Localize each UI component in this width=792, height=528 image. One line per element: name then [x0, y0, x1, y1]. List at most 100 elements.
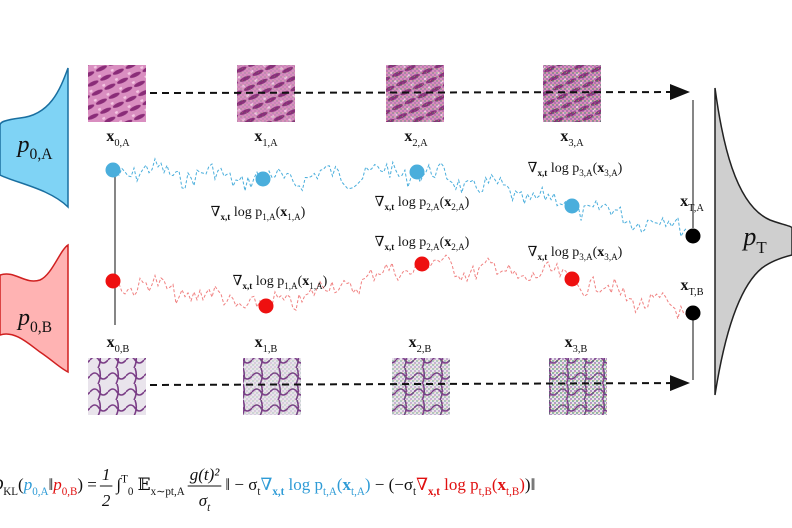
math-part: − (−σ	[371, 475, 414, 494]
math-label: ‖ − σt∇x,t log pt,A(xt,A) − (−σt∇x,t log…	[225, 475, 535, 498]
math-part: x	[106, 128, 114, 145]
math-part: D	[0, 475, 4, 494]
state-dot-b	[414, 256, 430, 272]
math-part: 1,A	[287, 212, 301, 222]
math-part: 2,B	[417, 344, 432, 355]
math-part: p	[52, 475, 62, 494]
math-part: 1,A	[262, 138, 278, 149]
math-label: xT,B	[680, 277, 703, 298]
math-part: x,t	[384, 242, 394, 252]
math-part: p	[23, 475, 33, 494]
end-dot	[685, 305, 701, 321]
math-part: 0,A	[114, 138, 130, 149]
math-label: ∇x,t log p3,A(x3,A)	[528, 161, 623, 178]
equation: DKL(p0,A‖p0,B) = 12∫T0 𝔼x∼pt,Ag(t)²σt‖ −…	[0, 465, 535, 514]
math-part: ‖ − σ	[225, 475, 257, 494]
math-part: log p	[284, 475, 323, 494]
math-part: x	[302, 274, 309, 289]
math-part: t	[413, 486, 416, 498]
frac-sub: t	[207, 502, 211, 514]
math-part: ∇	[375, 235, 385, 250]
math-part: 3,A	[568, 138, 584, 149]
math-label: x0,B	[107, 334, 130, 355]
math-part: 0,A	[32, 486, 48, 498]
math-part: )	[618, 245, 623, 260]
math-part: x,t	[537, 252, 547, 262]
math-part: ∇	[416, 475, 428, 494]
math-part: x,t	[537, 168, 547, 178]
math-label: ∇x,t log p3,A(x3,A)	[528, 245, 623, 262]
math-part: t,A	[323, 486, 337, 498]
math-part: 3,B	[573, 344, 588, 355]
math-label: ∇x,t log p1,A(x1,A)	[233, 274, 328, 291]
math-part: (	[440, 195, 445, 210]
state-dot-b	[105, 273, 121, 289]
math-label: DKL(p0,A‖p0,B) =	[0, 475, 97, 498]
math-label: x0,A	[106, 128, 130, 149]
math-part: x	[254, 128, 262, 145]
dist-b	[0, 243, 69, 374]
math-label: x3,A	[560, 128, 584, 149]
math-part: (	[492, 475, 498, 494]
math-part: (	[18, 475, 24, 494]
math-part: x	[498, 475, 507, 494]
math-label: x1,A	[254, 128, 278, 149]
dist-a	[0, 67, 69, 209]
math-part: 2,A	[426, 242, 440, 252]
math-part: log p	[440, 475, 479, 494]
math-part: ∇	[528, 161, 538, 176]
math-part: x	[255, 334, 263, 351]
math-part: (	[337, 475, 343, 494]
math-part: ∇	[375, 195, 385, 210]
math-part: log p	[394, 235, 426, 250]
math-part: ∇	[528, 245, 538, 260]
math-part: p	[16, 305, 30, 331]
math-part: 1,A	[262, 212, 276, 222]
math-part: ‖	[48, 475, 53, 494]
math-part: 3,A	[579, 252, 593, 262]
math-part: x	[444, 195, 451, 210]
math-part: 0,B	[115, 344, 130, 355]
math-part: t	[257, 486, 260, 498]
image	[88, 65, 146, 122]
state-dot-b	[564, 271, 580, 287]
state-dot-a	[105, 162, 121, 178]
image	[88, 358, 146, 415]
math-label: pT	[741, 222, 767, 257]
math-part: )	[365, 475, 371, 494]
math-part: ∇	[233, 274, 243, 289]
math-part: 0,B	[30, 319, 52, 336]
math-part: ∫	[115, 475, 122, 495]
state-dot-b	[258, 298, 274, 314]
state-dot-a	[255, 171, 271, 187]
math-part: x∼p	[151, 486, 172, 498]
math-part: ) =	[77, 475, 97, 494]
math-part: )‖	[525, 475, 535, 494]
math-label: x1,B	[255, 334, 278, 355]
math-part: t,A	[171, 486, 185, 498]
frac-num: 1	[102, 465, 111, 484]
math-part: (	[593, 245, 598, 260]
math-part: ∇	[211, 205, 221, 220]
trajectory-a	[112, 157, 688, 238]
math-part: (	[593, 161, 598, 176]
math-part: (	[276, 205, 281, 220]
math-part: x	[680, 277, 688, 294]
math-part: x	[565, 334, 573, 351]
state-dot-a	[564, 198, 580, 214]
arrow	[149, 84, 690, 101]
math-label: ∇x,t log p1,A(x1,A)	[211, 205, 306, 222]
math-part: T	[756, 238, 767, 257]
math-part: 𝔼	[133, 475, 150, 494]
math-part: T,A	[688, 203, 704, 214]
math-part: t,B	[479, 486, 492, 498]
image-noise	[549, 358, 607, 415]
math-part: x	[597, 245, 604, 260]
image-noise	[543, 65, 601, 122]
image-noise	[243, 358, 301, 415]
math-part: x,t	[242, 281, 252, 291]
math-part: log p	[230, 205, 262, 220]
math-part: 3,A	[604, 252, 618, 262]
math-part: )	[465, 235, 470, 250]
